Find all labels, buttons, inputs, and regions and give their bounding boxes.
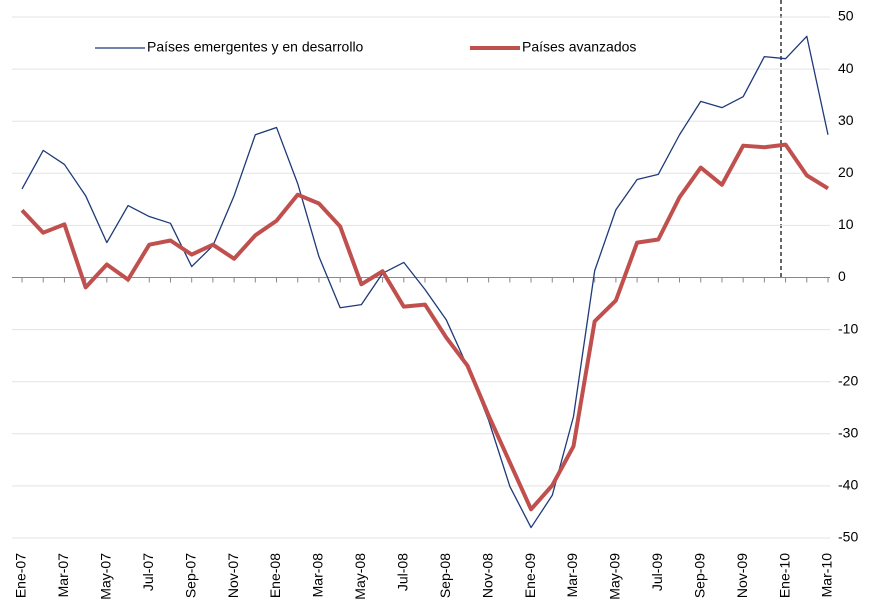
x-tick-label: Mar-08 [310,553,326,598]
x-tick-label: Ene-10 [776,553,792,598]
x-tick-label: May-09 [607,553,623,600]
x-tick-label: Ene-09 [522,553,538,598]
x-tick-label: Jul-09 [649,553,665,591]
x-tick-label: Jul-07 [140,553,156,591]
y-tick-label: -50 [838,529,858,545]
y-tick-label: 50 [838,8,854,24]
x-tick-label: Sep-07 [182,553,198,598]
legend-label: Países avanzados [522,39,636,55]
x-tick-label: Mar-09 [564,553,580,598]
y-tick-label: 40 [838,60,854,76]
x-tick-label: May-08 [352,553,368,600]
x-tick-label: Ene-07 [13,553,29,598]
y-tick-label: -10 [838,320,858,336]
y-tick-label: -20 [838,372,858,388]
x-tick-label: Nov-09 [734,553,750,598]
x-tick-label: May-07 [98,553,114,600]
x-tick-label: Jul-08 [394,553,410,591]
y-tick-label: 0 [838,268,846,284]
x-tick-label: Nov-08 [479,553,495,598]
x-tick-label: Mar-10 [819,553,835,598]
y-tick-label: -40 [838,477,858,493]
y-tick-label: 10 [838,216,854,232]
x-tick-label: Sep-08 [437,553,453,598]
series-line [20,142,830,512]
x-tick-label: Mar-07 [55,553,71,598]
legend-label: Países emergentes y en desarrollo [147,39,364,55]
y-tick-label: -30 [838,425,858,441]
x-tick-label: Sep-09 [691,553,707,598]
x-tick-label: Nov-07 [225,553,241,598]
y-tick-label: 20 [838,164,854,180]
series-line [21,35,829,529]
x-tick-label: Ene-08 [267,553,283,598]
y-tick-label: 30 [838,112,854,128]
